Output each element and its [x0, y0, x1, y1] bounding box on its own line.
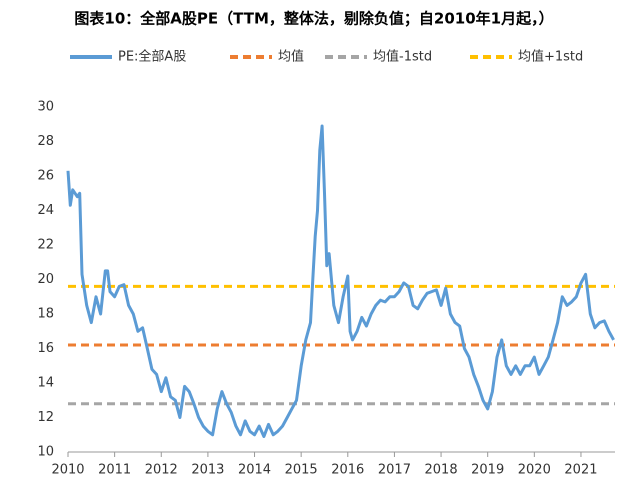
x-tick-label: 2018 [425, 463, 458, 478]
y-tick-label: 26 [37, 169, 54, 184]
x-tick-label: 2019 [471, 463, 504, 478]
y-tick-label: 18 [37, 307, 54, 322]
y-tick-label: 14 [37, 376, 54, 391]
y-tick-label: 30 [37, 100, 54, 115]
y-tick-label: 16 [37, 341, 54, 356]
x-tick-label: 2013 [191, 463, 224, 478]
y-tick-label: 12 [37, 410, 54, 425]
legend-label: 均值+1std [518, 49, 583, 65]
x-tick-label: 2015 [285, 463, 318, 478]
legend-label: 均值 [278, 49, 304, 65]
y-tick-label: 28 [37, 134, 54, 149]
x-tick-label: 2012 [145, 463, 178, 478]
x-tick-label: 2010 [51, 463, 84, 478]
y-tick-label: 20 [37, 272, 54, 287]
x-tick-label: 2020 [518, 463, 551, 478]
x-tick-label: 2021 [564, 463, 597, 478]
x-tick-label: 2017 [378, 463, 411, 478]
y-tick-label: 10 [37, 445, 54, 460]
legend-label: 均值-1std [373, 49, 432, 65]
series-line [66, 124, 615, 438]
x-tick-label: 2016 [331, 463, 364, 478]
chart-title: 图表10：全部A股PE（TTM，整体法，剔除负值；自2010年1月起，） [74, 10, 553, 28]
y-tick-label: 24 [37, 203, 54, 218]
x-tick-label: 2011 [98, 463, 131, 478]
legend-label: PE:全部A股 [118, 49, 186, 65]
y-tick-label: 22 [37, 238, 54, 253]
x-tick-label: 2014 [238, 463, 271, 478]
